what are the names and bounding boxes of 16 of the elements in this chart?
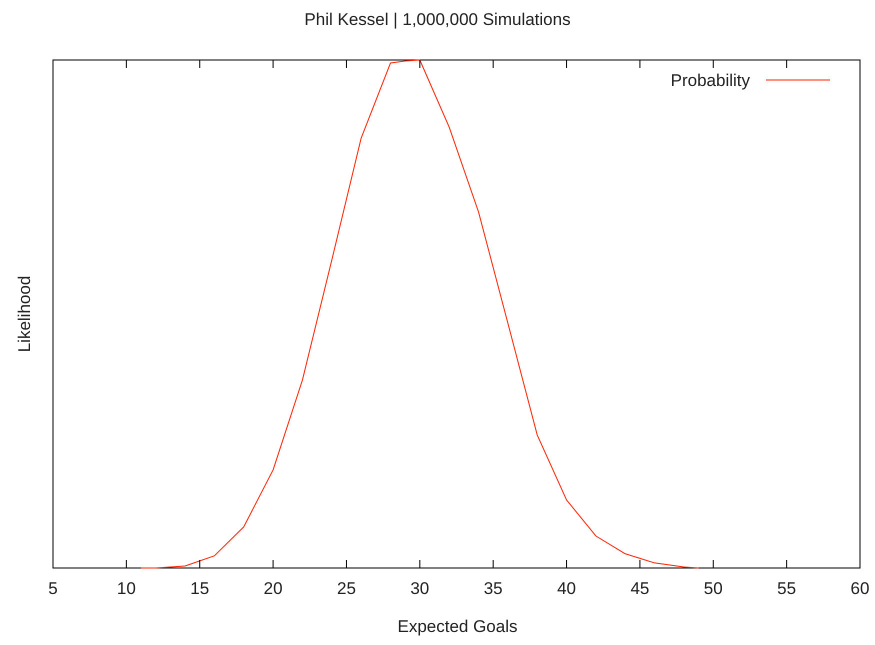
x-tick-label: 25: [336, 579, 356, 598]
chart-title: Phil Kessel | 1,000,000 Simulations: [304, 10, 571, 29]
x-tick-label: 40: [557, 579, 576, 598]
x-axis-title: Expected Goals: [397, 617, 518, 636]
x-tick-label: 60: [850, 579, 870, 598]
legend-label: Probability: [670, 71, 750, 90]
x-tick-label: 55: [777, 579, 796, 598]
x-tick-label: 50: [704, 579, 723, 598]
x-tick-label: 10: [116, 579, 136, 598]
x-tick-label: 35: [484, 579, 503, 598]
x-tick-label: 45: [630, 579, 650, 598]
y-axis-title: Likelihood: [15, 276, 34, 352]
x-tick-label: 30: [410, 579, 430, 598]
x-tick-label: 5: [48, 579, 58, 598]
x-tick-label: 20: [264, 579, 283, 598]
x-tick-label: 15: [190, 579, 210, 598]
